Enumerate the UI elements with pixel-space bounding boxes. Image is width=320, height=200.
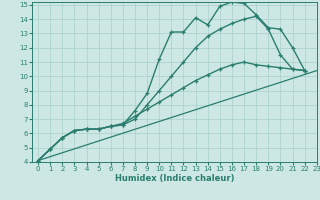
X-axis label: Humidex (Indice chaleur): Humidex (Indice chaleur) [115, 174, 234, 183]
